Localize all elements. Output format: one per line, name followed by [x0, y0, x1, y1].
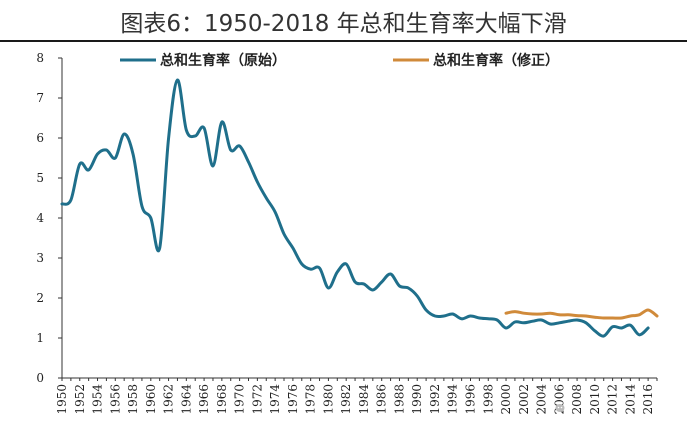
x-tick-label: 1988: [392, 384, 406, 415]
x-tick-label: 1950: [55, 384, 69, 415]
y-tick-label: 4: [36, 211, 44, 225]
series-line-1: [60, 78, 650, 338]
y-tick-label: 8: [36, 51, 44, 65]
x-tick-label: 1998: [481, 384, 495, 415]
legend-label-2: 总和生育率（修正）: [433, 52, 559, 69]
y-tick-label: 6: [36, 131, 44, 145]
x-axis-ticks: 1950 1952 1954 1956 1958 1960 1962 1964 1966 1968…: [55, 378, 658, 415]
x-tick-label: 1978: [304, 384, 318, 415]
x-tick-label: 1954: [91, 384, 105, 415]
legend-label-1: 总和生育率（原始）: [160, 52, 286, 69]
x-tick-label: 1968: [215, 384, 229, 415]
x-tick-label: 1980: [321, 384, 335, 415]
x-tick-label: 2004: [535, 384, 549, 415]
y-tick-label: 2: [36, 291, 44, 305]
legend: 总和生育率（原始） 总和生育率（修正）: [120, 52, 559, 69]
x-tick-label: 1982: [339, 384, 353, 415]
x-tick-label: 1990: [410, 384, 424, 415]
y-tick-label: 1: [36, 331, 44, 345]
y-tick-label: 3: [36, 251, 44, 265]
x-tick-label: 2008: [570, 384, 584, 415]
y-tick-label: 7: [36, 91, 44, 105]
y-axis-ticks: 0 1 2 3 4 5 6 7 8: [36, 51, 62, 385]
x-tick-label: 1974: [268, 384, 282, 415]
x-tick-label: 1966: [197, 384, 211, 415]
x-tick-label: 2000: [499, 384, 513, 415]
series-lines: [60, 78, 659, 338]
x-tick-label: 2010: [588, 384, 602, 415]
x-tick-label: 1952: [73, 384, 87, 415]
x-tick-label: 2002: [517, 384, 531, 415]
y-tick-label: 5: [36, 171, 44, 185]
x-tick-label: 2014: [623, 384, 637, 415]
x-tick-label: 1984: [357, 384, 371, 415]
x-tick-label: 1976: [286, 384, 300, 415]
x-tick-label: 2012: [606, 384, 620, 415]
x-tick-label: 1958: [126, 384, 140, 415]
x-tick-label: 1964: [179, 384, 193, 415]
x-tick-label: 2016: [641, 384, 655, 415]
x-tick-label: 1992: [428, 384, 442, 415]
x-tick-label: 1962: [162, 384, 176, 415]
x-tick-label: 1972: [250, 384, 264, 415]
x-tick-label: 1994: [446, 384, 460, 415]
wechat-icon: [555, 404, 565, 412]
series-line-2: [504, 308, 659, 320]
x-tick-label: 1960: [144, 384, 158, 415]
title-divider: [0, 40, 687, 42]
y-tick-label: 0: [36, 371, 44, 385]
x-tick-label: 1956: [108, 384, 122, 415]
x-tick-label: 1996: [464, 384, 478, 415]
x-tick-label: 1970: [233, 384, 247, 415]
x-tick-label: 1986: [375, 384, 389, 415]
chart-title: 图表6：1950-2018 年总和生育率大幅下滑: [120, 11, 567, 37]
